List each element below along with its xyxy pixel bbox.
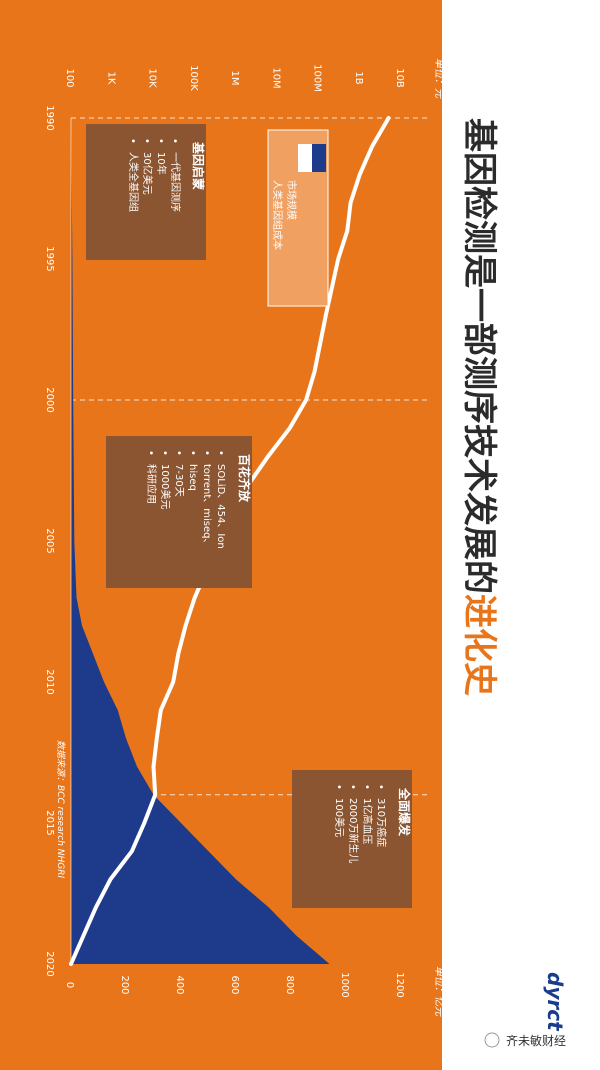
right-axis-tick-label: 800 (284, 975, 295, 994)
right-axis-tick-label: 1200 (394, 972, 405, 997)
note-box-explosion: 全面爆发 • 310万癌症 • 1亿高血压 • 2000万新生儿 • 100美元 (292, 770, 412, 908)
note-background (86, 124, 206, 260)
note-line: 2000万新生儿 (347, 798, 360, 863)
note-line: 1000美元 (159, 464, 172, 509)
note-bullet: • (375, 784, 386, 790)
note-line: 1亿高血压 (361, 798, 374, 844)
right-axis-tick-label: 0 (64, 982, 75, 988)
note-title: 全面爆发 (397, 787, 412, 837)
right-axis-tick-label: 1000 (339, 972, 350, 997)
time-axis-tick-label: 1990 (44, 105, 55, 130)
wechat-icon (484, 1032, 500, 1048)
time-axis-tick-label: 2020 (44, 951, 55, 976)
left-axis-tick-label: 1K (105, 72, 116, 85)
time-axis-tick-label: 2005 (44, 528, 55, 553)
left-axis-tick-label: 100 (64, 68, 75, 87)
source-note: 数据来源：BCC research NHGRI (55, 740, 66, 879)
note-bullet: • (347, 784, 358, 790)
note-bullet: • (127, 138, 138, 144)
right-axis-tick-label: 600 (229, 975, 240, 994)
time-axis-tick-label: 2015 (44, 810, 55, 835)
note-bullet: • (215, 450, 226, 456)
note-bullet: • (333, 784, 344, 790)
market-size-area (71, 118, 330, 964)
time-axis-tick-label: 2010 (44, 669, 55, 694)
note-bullet: • (145, 450, 156, 456)
note-title: 基因启蒙 (191, 141, 206, 190)
right-axis-ticks: 0 200 400 600 800 1000 1200 (64, 972, 405, 997)
left-axis-tick-label: 100K (188, 65, 199, 91)
time-axis-tick-label: 1995 (44, 246, 55, 271)
left-axis-tick-label: 10M (270, 67, 281, 88)
note-line: 310万癌症 (375, 798, 388, 847)
left-axis-tick-label: 1M (229, 71, 240, 86)
note-line: hiseq (187, 464, 198, 491)
note-title: 百花齐放 (237, 454, 252, 503)
page-title: 基因检测是一部测序技术发展的进化史 (459, 118, 499, 696)
note-box-flourish: 百花齐放 • SOLiD、454、Ion • torrent、miseq、 • hiseq… (106, 436, 252, 588)
time-axis-tick-label: 2000 (44, 387, 55, 412)
note-line: 100美元 (333, 798, 346, 837)
legend-label-market: 市场规模 (285, 180, 298, 220)
note-background (292, 770, 412, 908)
right-axis-tick-label: 400 (174, 975, 185, 994)
note-line: 科研应用 (145, 464, 158, 504)
note-bullet: • (187, 450, 198, 456)
right-axis-tick-label: 200 (119, 975, 130, 994)
title-panel (442, 0, 600, 1070)
title-main: 基因检测是一部测序技术发展的 (459, 118, 499, 594)
note-line: torrent、miseq、 (201, 464, 212, 549)
left-axis-unit: 单位：元 (433, 58, 445, 99)
note-line: 7-30天 (173, 464, 184, 497)
note-bullet: • (141, 138, 152, 144)
time-axis-ticks: 1990 1995 2000 2005 2010 2015 2020 (44, 105, 55, 976)
note-line: 30亿美元 (141, 152, 154, 195)
legend-label-cost: 人类基因组成本 (271, 180, 284, 250)
note-line: 人类全基因组 (127, 152, 140, 212)
left-axis-tick-label: 1B (353, 71, 364, 84)
note-box-genome-start: 基因启蒙 • 一代基因测序 • 10年 • 30亿美元 • 人类全基因组 (86, 124, 206, 260)
note-background (106, 436, 252, 588)
watermark: 齐未敏财经 (506, 1033, 566, 1048)
note-bullet: • (159, 450, 170, 456)
left-axis-tick-label: 10B (394, 68, 405, 88)
note-bullet: • (361, 784, 372, 790)
left-axis-tick-label: 10K (147, 68, 158, 88)
brand-logo: dyrct (543, 972, 567, 1032)
legend-swatch-market (312, 144, 326, 172)
right-axis-unit: 单位：亿元 (433, 966, 445, 1017)
note-bullet: • (173, 450, 184, 456)
legend: 市场规模 人类基因组成本 (267, 129, 329, 307)
note-line: SOLiD、454、Ion (215, 464, 226, 549)
note-bullet: • (155, 138, 166, 144)
note-bullet: • (201, 450, 212, 456)
note-line: 10年 (155, 152, 168, 175)
title-highlight: 进化史 (459, 594, 499, 696)
left-axis-ticks: 100 1K 10K 100K 1M 10M 100M 1B 10B (64, 64, 405, 92)
note-line: 一代基因测序 (169, 152, 182, 212)
note-bullet: • (169, 138, 180, 144)
left-axis-tick-label: 100M (312, 64, 323, 92)
legend-swatch-cost (298, 144, 312, 172)
